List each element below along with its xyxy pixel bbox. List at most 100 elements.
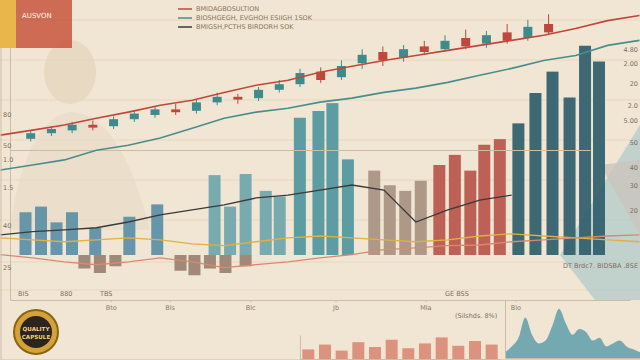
x-axis-tick-mark bbox=[250, 300, 251, 302]
bar bbox=[312, 111, 324, 255]
bar bbox=[336, 351, 348, 359]
legend-label: BMIDAGBOSULTION bbox=[196, 5, 259, 13]
candle-body bbox=[378, 52, 387, 60]
annotation: 20 bbox=[630, 207, 638, 215]
bar bbox=[386, 340, 398, 359]
candle-body bbox=[213, 97, 222, 103]
bar bbox=[529, 93, 541, 255]
candle-body bbox=[482, 35, 491, 43]
candle-body bbox=[88, 125, 97, 128]
annotation: DT Brdc7. BIDSBA .8SE bbox=[563, 262, 638, 270]
candle-body bbox=[47, 129, 56, 133]
candle-body bbox=[254, 90, 263, 98]
badge: QUALITYCAPSULE bbox=[14, 310, 58, 354]
legend-label: BIOSHGEGH, EVGHOH ESIIGH 1SOK bbox=[196, 14, 313, 22]
y-axis-line bbox=[505, 301, 506, 359]
x-axis-line bbox=[506, 358, 640, 359]
bar bbox=[436, 337, 448, 359]
annotation: (Silshds. 8%) bbox=[455, 312, 497, 320]
annotation: TBS bbox=[99, 290, 112, 298]
bar bbox=[452, 346, 464, 359]
bar bbox=[109, 255, 121, 266]
bar bbox=[369, 347, 381, 359]
title-decor bbox=[16, 0, 72, 48]
annotation: 40 bbox=[630, 164, 638, 172]
legend-swatch bbox=[178, 8, 192, 10]
x-axis-tick: Jb bbox=[332, 300, 339, 312]
background bbox=[0, 0, 640, 360]
candle-body bbox=[358, 55, 367, 63]
legend-label: BMIGSH,PCTHS BIRDORH SOK bbox=[196, 23, 294, 31]
annotation: 40 bbox=[3, 222, 11, 230]
small-bar-group bbox=[302, 337, 497, 359]
background-rule bbox=[0, 290, 640, 291]
y-axis bbox=[1, 1, 2, 360]
candle-body bbox=[26, 133, 35, 139]
bar bbox=[20, 212, 32, 255]
candle-body bbox=[192, 102, 201, 110]
annotation: 50 bbox=[630, 139, 638, 147]
area bbox=[505, 309, 640, 358]
annotation: 5.00 bbox=[624, 117, 638, 125]
x-axis-tick-mark bbox=[425, 300, 426, 302]
bar bbox=[547, 72, 559, 255]
x-axis: BtoBlsBlcJbMlaBlo bbox=[11, 300, 631, 312]
annotation: 20 bbox=[630, 80, 638, 88]
annotation: 880 bbox=[60, 290, 72, 298]
bar bbox=[274, 197, 286, 256]
bar bbox=[342, 159, 354, 255]
bar bbox=[368, 171, 380, 255]
decoration bbox=[0, 20, 640, 300]
x-axis-tick-label: Bto bbox=[106, 304, 117, 312]
x-axis-tick-mark bbox=[111, 300, 112, 302]
area-group bbox=[505, 309, 640, 358]
bar bbox=[512, 123, 524, 255]
candle-body bbox=[171, 109, 180, 112]
bar bbox=[188, 255, 200, 275]
x-axis-tick: Bto bbox=[106, 300, 117, 312]
decor-shape bbox=[600, 160, 640, 235]
background-rule bbox=[0, 100, 640, 101]
bar bbox=[175, 255, 187, 271]
x-axis bbox=[301, 359, 501, 360]
silhouette-head bbox=[44, 40, 96, 104]
y-axis-line bbox=[300, 336, 301, 360]
annotation: 80 bbox=[3, 111, 11, 119]
bar bbox=[402, 348, 414, 359]
legend-swatch bbox=[178, 17, 192, 19]
bar bbox=[209, 175, 221, 255]
x-axis-tick-label: Mla bbox=[420, 304, 431, 312]
annotation: 1.5 bbox=[3, 184, 13, 192]
series-line bbox=[1, 235, 640, 268]
candle-body bbox=[130, 114, 139, 120]
bar bbox=[78, 255, 90, 269]
x-axis-tick-label: Jb bbox=[332, 304, 339, 312]
candle-body bbox=[544, 24, 553, 32]
bar bbox=[469, 341, 481, 359]
bar bbox=[224, 207, 236, 255]
y-axis bbox=[505, 301, 506, 359]
y-axis bbox=[300, 336, 301, 360]
chart-canvas: BtoBlsBlcJbMlaBloBMIDAGBOSULTIONBIOSHGEG… bbox=[0, 0, 640, 360]
annotation: 2S bbox=[3, 264, 11, 272]
bar bbox=[319, 345, 331, 359]
bar bbox=[326, 103, 338, 255]
title: AUSVON bbox=[22, 12, 52, 20]
x-axis-tick-mark bbox=[336, 300, 337, 302]
bar bbox=[419, 343, 431, 359]
annotation: 2.00 bbox=[624, 60, 638, 68]
candle-body bbox=[420, 46, 429, 52]
candle-body bbox=[68, 125, 77, 131]
x-axis-tick: Bls bbox=[165, 300, 175, 312]
candle-body bbox=[109, 119, 118, 126]
annotation: 50 bbox=[3, 142, 11, 150]
bar bbox=[564, 98, 576, 256]
annotation: 2.0 bbox=[628, 102, 638, 110]
x-axis-tick-label: Bls bbox=[165, 304, 175, 312]
x-axis-line bbox=[11, 300, 631, 301]
background-rule bbox=[0, 20, 640, 21]
annotation: BIS bbox=[18, 290, 29, 298]
x-axis-tick-mark bbox=[515, 300, 516, 302]
bar bbox=[204, 255, 216, 269]
candle-body bbox=[233, 97, 242, 100]
